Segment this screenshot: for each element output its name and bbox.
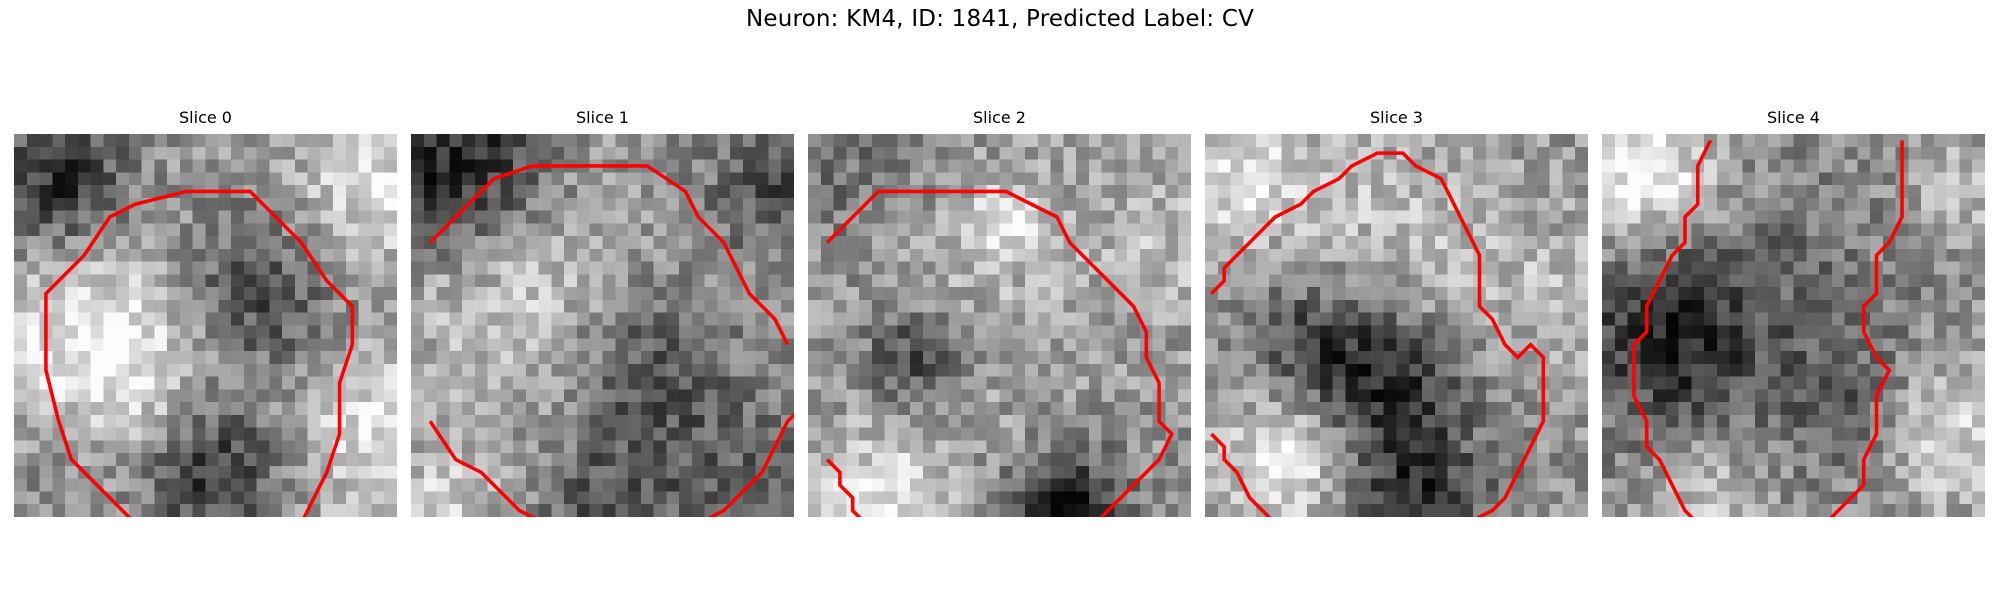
contour-line xyxy=(1210,432,1272,517)
slice-panel-4: Slice 4 xyxy=(1602,108,1985,518)
slice-title-2: Slice 2 xyxy=(973,108,1026,127)
pixel-grid xyxy=(1205,134,1588,517)
pixel-grid xyxy=(411,134,794,517)
slice-image-4 xyxy=(1602,134,1985,517)
contour-line xyxy=(428,420,537,517)
figure-title: Neuron: KM4, ID: 1841, Predicted Label: … xyxy=(745,6,1255,32)
contour-line xyxy=(428,164,790,346)
slice-panel-2: Slice 2 xyxy=(808,108,1191,518)
slice-panel-1: Slice 1 xyxy=(411,108,794,518)
slice-image-3 xyxy=(1205,134,1588,517)
slice-image-2 xyxy=(808,134,1191,517)
slice-title-0: Slice 0 xyxy=(179,108,232,127)
contour-line xyxy=(44,189,355,517)
pixel-grid xyxy=(1602,134,1985,517)
slice-title-4: Slice 4 xyxy=(1767,108,1820,127)
slice-image-1 xyxy=(411,134,794,517)
contour-line xyxy=(825,189,1175,517)
contour-line xyxy=(825,458,862,517)
slice-panels: Slice 0 Slice 1 Slice 2 Slice 3 Slice 4 xyxy=(14,108,1986,518)
slice-title-1: Slice 1 xyxy=(576,108,629,127)
slice-panel-3: Slice 3 xyxy=(1205,108,1588,518)
contour-line xyxy=(1210,151,1546,517)
contour-line xyxy=(1829,140,1904,517)
slice-panel-0: Slice 0 xyxy=(14,108,397,518)
contour-line xyxy=(1632,139,1713,517)
slice-image-0 xyxy=(14,134,397,517)
contour-line xyxy=(707,412,794,517)
slice-title-3: Slice 3 xyxy=(1370,108,1423,127)
